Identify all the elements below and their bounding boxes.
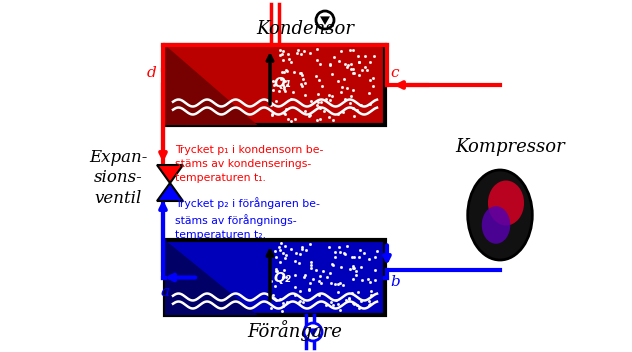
Text: Förångare: Förångare <box>248 321 343 341</box>
Polygon shape <box>157 165 183 183</box>
Text: Trycket p₁ i kondensorn be-
stäms av kondenserings-
temperaturen t₁.: Trycket p₁ i kondensorn be- stäms av kon… <box>175 145 324 183</box>
Text: Kondensor: Kondensor <box>256 20 354 38</box>
Polygon shape <box>165 45 257 125</box>
Text: Expan-
sions-
ventil: Expan- sions- ventil <box>89 149 147 207</box>
Polygon shape <box>157 183 183 201</box>
Text: a: a <box>160 284 169 298</box>
Bar <box>165 240 385 315</box>
Text: Kompressor: Kompressor <box>455 138 565 156</box>
Circle shape <box>316 11 334 29</box>
Bar <box>165 45 385 125</box>
Circle shape <box>304 323 322 341</box>
Text: b: b <box>390 275 400 289</box>
Text: Q₁: Q₁ <box>274 76 292 90</box>
Polygon shape <box>165 240 257 315</box>
Ellipse shape <box>482 206 510 244</box>
Text: d: d <box>147 66 157 80</box>
Ellipse shape <box>468 170 532 260</box>
Ellipse shape <box>488 181 524 226</box>
Text: c: c <box>390 66 399 80</box>
Polygon shape <box>320 17 330 25</box>
Text: Q₂: Q₂ <box>274 270 292 284</box>
Text: Trycket p₂ i förångaren be-
stäms av förångnings-
temperaturen t₂.: Trycket p₂ i förångaren be- stäms av för… <box>175 197 320 240</box>
Polygon shape <box>308 328 318 337</box>
